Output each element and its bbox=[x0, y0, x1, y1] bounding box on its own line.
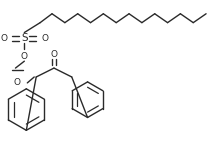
Text: O: O bbox=[50, 50, 58, 59]
Text: S: S bbox=[21, 33, 28, 44]
Text: O: O bbox=[41, 34, 48, 43]
Text: O: O bbox=[13, 78, 20, 87]
Text: O: O bbox=[21, 52, 28, 61]
Text: O: O bbox=[1, 34, 7, 43]
